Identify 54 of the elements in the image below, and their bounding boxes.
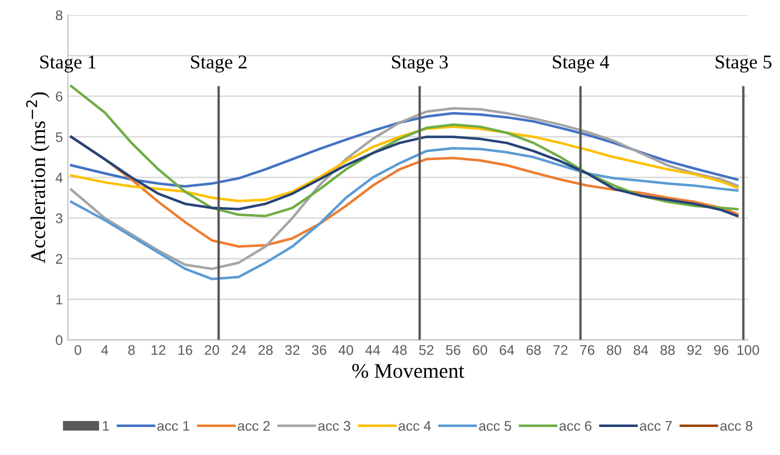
x-tick-label: 4 bbox=[101, 345, 108, 355]
x-tick-label: 92 bbox=[687, 345, 702, 355]
x-tick-label: 96 bbox=[714, 345, 728, 355]
x-tick-label: 20 bbox=[204, 345, 220, 355]
y-tick-label: 1 bbox=[56, 294, 62, 304]
annotation: Stage 4 bbox=[552, 55, 610, 73]
x-tick-label: 44 bbox=[365, 345, 380, 355]
x-tick-label: 56 bbox=[446, 345, 460, 355]
y-axis-title: Acceleration (ms$^{−2}$) bbox=[26, 92, 50, 264]
x-tick-label: 32 bbox=[285, 345, 300, 355]
annotation: Stage 3 bbox=[392, 55, 448, 73]
x-tick-label: 100 bbox=[737, 345, 760, 355]
legend-label: acc 7 bbox=[640, 421, 672, 431]
x-tick-label: 0 bbox=[74, 345, 82, 355]
legend-label: acc 8 bbox=[720, 420, 752, 431]
y-tick-label: 0 bbox=[56, 335, 62, 346]
y-tick-label: 6 bbox=[56, 92, 62, 102]
x-axis-title: % Movement bbox=[352, 364, 464, 378]
x-tick-label: 8 bbox=[128, 345, 135, 355]
line-series bbox=[70, 136, 739, 218]
legend-label: acc 5 bbox=[479, 421, 512, 431]
line-series bbox=[70, 107, 739, 270]
legend-label: acc 2 bbox=[238, 420, 270, 431]
y-tick-label: 8 bbox=[56, 10, 62, 20]
x-tick-label: 72 bbox=[553, 345, 568, 355]
legend-label: acc 4 bbox=[398, 421, 431, 431]
legend-label: acc 3 bbox=[318, 420, 350, 431]
x-tick-label: 68 bbox=[526, 345, 541, 355]
y-tick-label: 5 bbox=[56, 132, 62, 142]
legend-label: acc 1 bbox=[157, 421, 190, 431]
x-tick-label: 16 bbox=[178, 345, 192, 355]
x-tick-label: 60 bbox=[472, 345, 488, 355]
y-tick-label: 3 bbox=[56, 213, 62, 224]
x-tick-label: 28 bbox=[258, 345, 273, 355]
annotation: Stage 2 bbox=[191, 55, 246, 73]
x-tick-label: 36 bbox=[312, 345, 326, 355]
line-series bbox=[70, 112, 739, 188]
annotation: Stage 1 bbox=[40, 55, 96, 73]
x-tick-label: 48 bbox=[392, 345, 407, 355]
x-tick-label: 84 bbox=[634, 345, 648, 355]
x-tick-label: 40 bbox=[338, 345, 354, 355]
x-tick-label: 88 bbox=[660, 345, 675, 355]
line-series bbox=[70, 146, 739, 280]
y-tick-label: 2 bbox=[56, 254, 62, 264]
x-tick-label: 80 bbox=[606, 345, 622, 355]
x-tick-label: 64 bbox=[500, 345, 514, 355]
x-tick-label: 52 bbox=[419, 345, 434, 355]
legend-label: acc 6 bbox=[559, 420, 592, 431]
x-tick-label: 12 bbox=[152, 345, 166, 355]
x-tick-label: 24 bbox=[232, 345, 246, 355]
annotation: Stage 5 bbox=[716, 55, 772, 73]
y-tick-label: 4 bbox=[56, 172, 63, 182]
x-tick-label: 76 bbox=[580, 345, 594, 355]
legend-label: 1 bbox=[102, 421, 109, 431]
